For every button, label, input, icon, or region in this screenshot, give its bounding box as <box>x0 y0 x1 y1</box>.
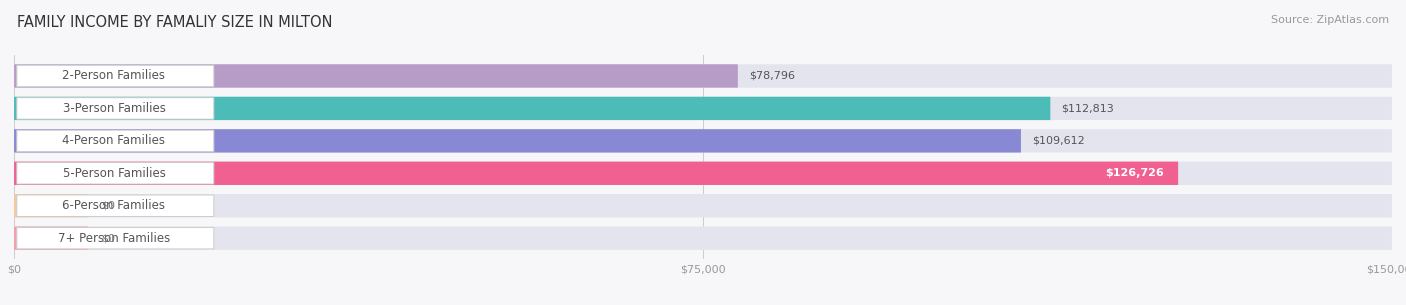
FancyBboxPatch shape <box>14 227 1392 250</box>
FancyBboxPatch shape <box>17 195 214 217</box>
Text: $126,726: $126,726 <box>1105 168 1164 178</box>
FancyBboxPatch shape <box>14 162 1392 185</box>
FancyBboxPatch shape <box>14 194 87 217</box>
Text: Source: ZipAtlas.com: Source: ZipAtlas.com <box>1271 15 1389 25</box>
FancyBboxPatch shape <box>14 129 1021 152</box>
FancyBboxPatch shape <box>17 163 214 184</box>
Text: $0: $0 <box>101 233 115 243</box>
FancyBboxPatch shape <box>14 227 87 250</box>
Text: 2-Person Families: 2-Person Families <box>62 70 166 82</box>
FancyBboxPatch shape <box>14 64 738 88</box>
Text: 5-Person Families: 5-Person Families <box>62 167 166 180</box>
FancyBboxPatch shape <box>14 162 1178 185</box>
Text: 3-Person Families: 3-Person Families <box>62 102 166 115</box>
FancyBboxPatch shape <box>14 194 1392 217</box>
Text: 6-Person Families: 6-Person Families <box>62 199 166 212</box>
FancyBboxPatch shape <box>17 228 214 249</box>
Text: 7+ Person Families: 7+ Person Families <box>58 232 170 245</box>
Text: $112,813: $112,813 <box>1062 103 1114 113</box>
Text: $78,796: $78,796 <box>749 71 794 81</box>
FancyBboxPatch shape <box>17 130 214 152</box>
FancyBboxPatch shape <box>17 98 214 119</box>
FancyBboxPatch shape <box>14 97 1392 120</box>
FancyBboxPatch shape <box>14 97 1050 120</box>
Text: FAMILY INCOME BY FAMALIY SIZE IN MILTON: FAMILY INCOME BY FAMALIY SIZE IN MILTON <box>17 15 332 30</box>
Text: 4-Person Families: 4-Person Families <box>62 135 166 147</box>
FancyBboxPatch shape <box>14 129 1392 152</box>
Text: $109,612: $109,612 <box>1032 136 1084 146</box>
FancyBboxPatch shape <box>14 64 1392 88</box>
Text: $0: $0 <box>101 201 115 211</box>
FancyBboxPatch shape <box>17 65 214 87</box>
